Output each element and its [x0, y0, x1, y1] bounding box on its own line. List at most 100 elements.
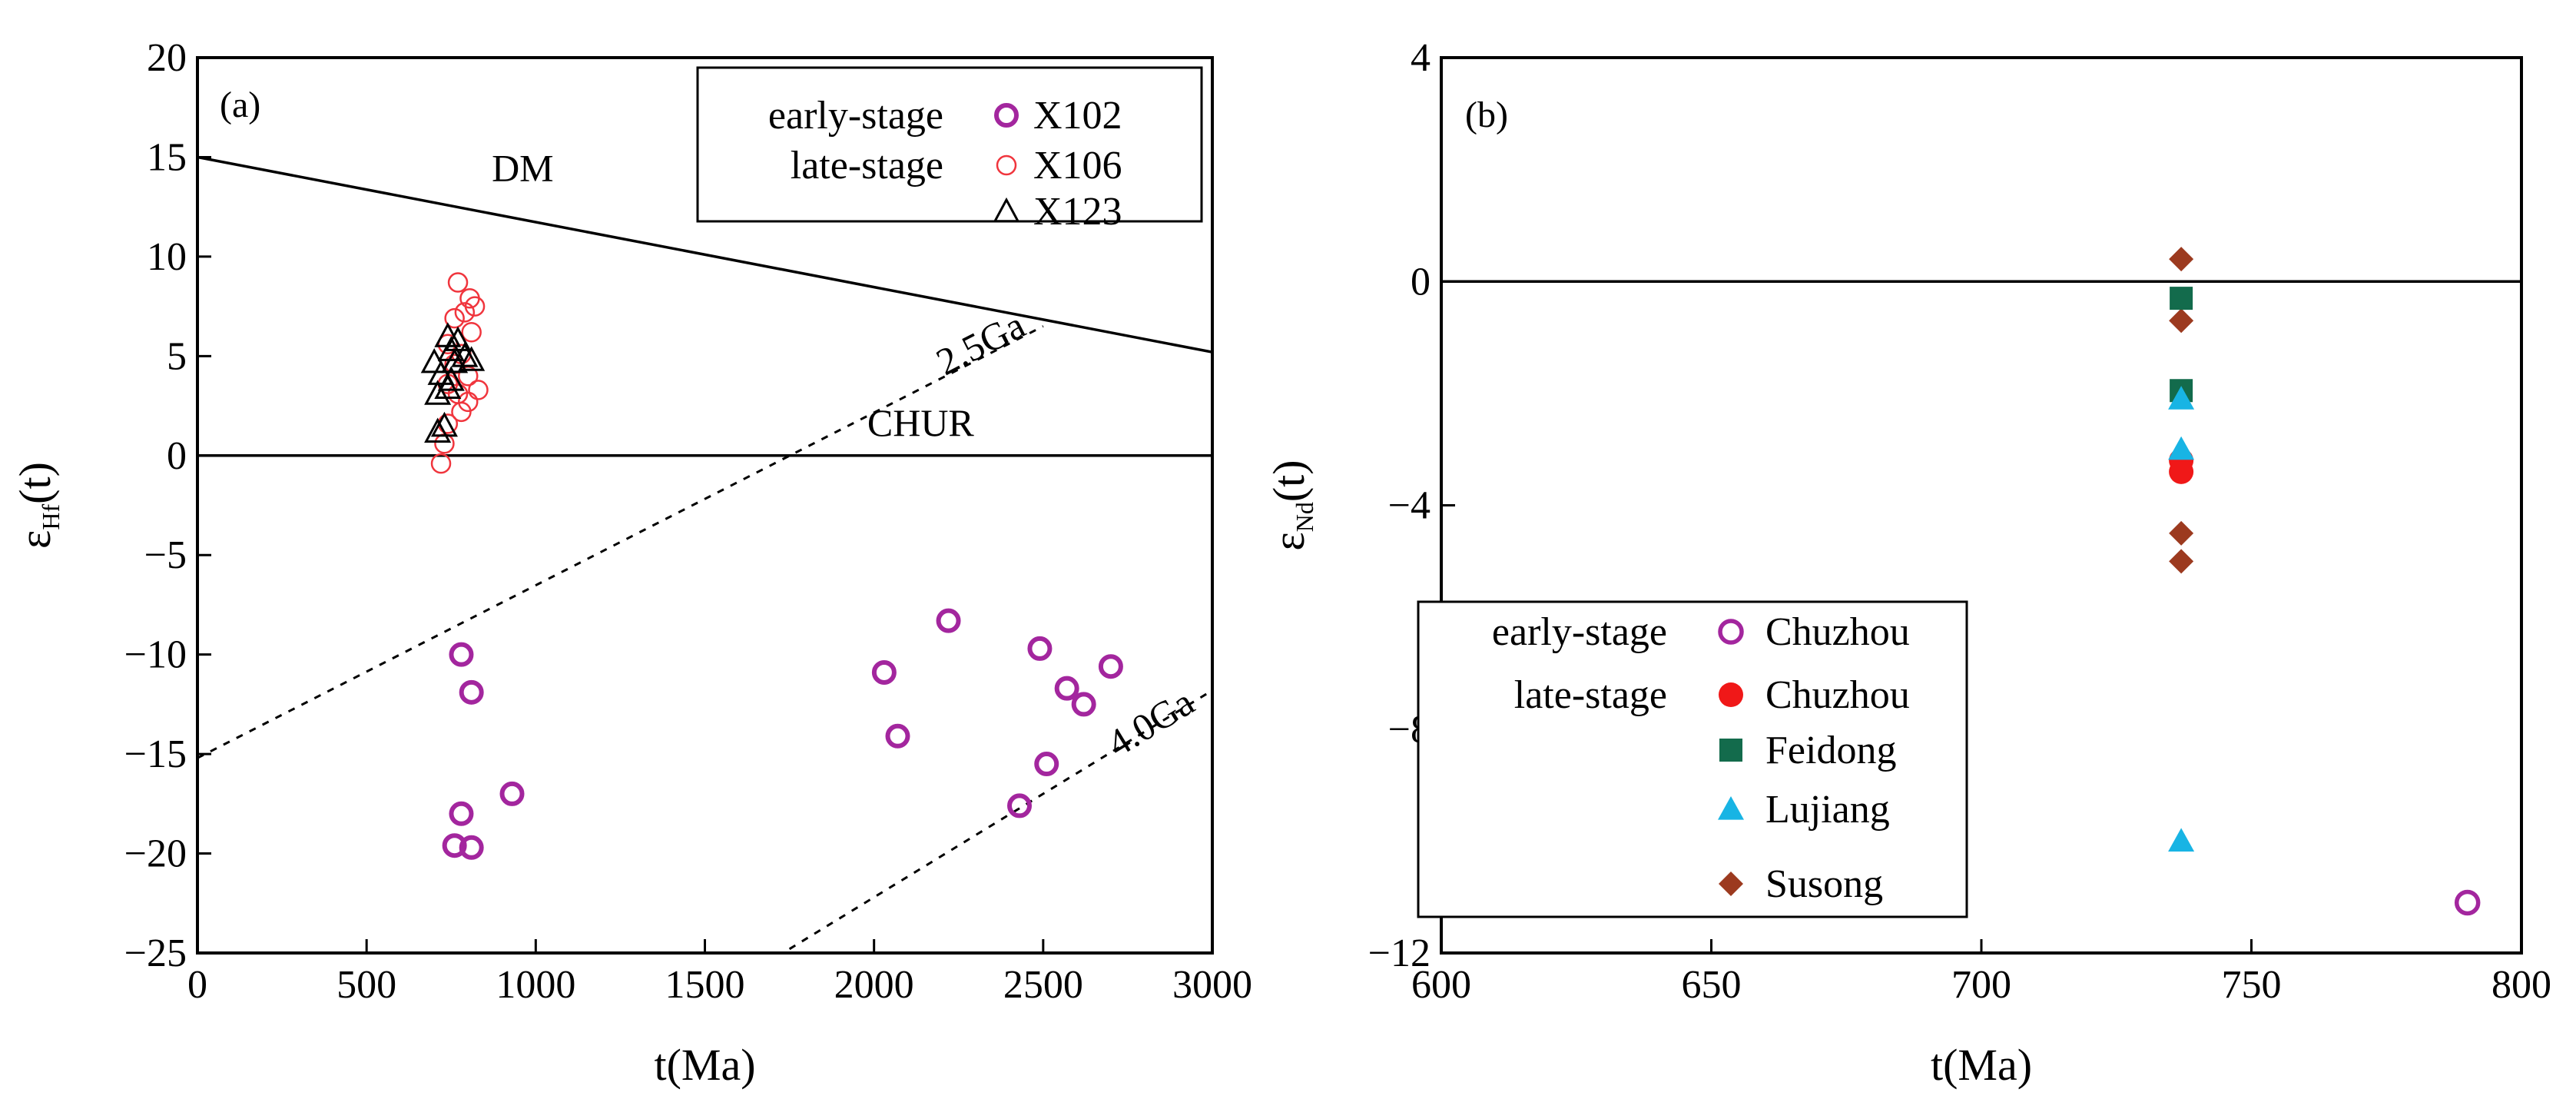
series-x106	[430, 272, 489, 474]
data-point	[434, 433, 455, 454]
y-tick-label: 0	[1411, 260, 1431, 304]
data-point	[427, 360, 455, 385]
plot-frame	[196, 56, 1214, 955]
legend-label: X102	[1033, 94, 1122, 138]
data-point	[449, 642, 474, 667]
y-tick-label: 4	[1411, 36, 1431, 80]
data-point	[2169, 308, 2194, 334]
x-tick-label: 700	[1951, 963, 2011, 1007]
legend-marker	[1718, 619, 1744, 645]
data-point	[451, 342, 479, 367]
data-point	[2170, 287, 2193, 310]
y-tick-label: 15	[147, 135, 187, 179]
data-point	[458, 391, 479, 413]
legend-box	[1417, 600, 1968, 918]
y-tick-label: −15	[124, 732, 187, 776]
y-tick-label: 20	[147, 36, 187, 80]
data-point	[2169, 549, 2194, 574]
legend-early-stage: early-stage	[768, 94, 943, 138]
legend-label: Lujiang	[1765, 788, 1890, 832]
legend-marker	[994, 103, 1019, 128]
data-point	[1027, 636, 1053, 661]
series-susong	[2169, 247, 2194, 574]
data-point	[451, 401, 472, 423]
x-tick-label: 1000	[496, 963, 575, 1007]
x-tick-label: 650	[1682, 963, 1742, 1007]
data-point	[430, 411, 458, 437]
data-point	[1034, 752, 1059, 777]
data-point	[458, 346, 486, 371]
x-tick-label: 3000	[1172, 963, 1252, 1007]
ref-line-2.5Ga	[197, 325, 1044, 759]
data-point	[1007, 793, 1033, 818]
data-point	[454, 302, 476, 323]
ref-line-DM	[197, 155, 1212, 354]
panel-b: 600 650 700 750 80040−4−8−12(b)early-stagela…	[1264, 36, 2551, 1090]
data-point	[441, 347, 469, 374]
plot-frame	[1440, 56, 2523, 955]
series-chuzhou-early-stage-	[2454, 889, 2481, 916]
legend-label: Chuzhou	[1765, 673, 1910, 717]
x-tick-label: 800	[2491, 963, 2551, 1007]
y-tick-label: 10	[147, 235, 187, 279]
data-point	[2169, 247, 2194, 272]
data-point	[936, 608, 961, 633]
data-point	[449, 801, 474, 826]
legend-marker	[1719, 682, 1743, 707]
x-tick-label: 0	[187, 963, 207, 1007]
x-tick-label: 2000	[834, 963, 914, 1007]
data-point	[2454, 889, 2481, 916]
legend-early-stage: early-stage	[1492, 610, 1667, 654]
data-point	[1071, 692, 1096, 717]
data-point	[1054, 676, 1079, 701]
data-point	[2168, 436, 2195, 460]
data-point	[424, 380, 452, 405]
x-tick-label: 750	[2222, 963, 2282, 1007]
series-lujiang	[2168, 386, 2195, 852]
x-tick-label: 2500	[1003, 963, 1083, 1007]
legend-label: X123	[1033, 190, 1122, 234]
data-point	[459, 835, 484, 860]
data-point	[2168, 386, 2195, 410]
legend-marker	[1718, 796, 1744, 820]
data-point	[437, 336, 465, 361]
y-tick-label: −5	[144, 533, 187, 577]
x-tick-label: 600	[1411, 963, 1471, 1007]
data-point	[434, 374, 462, 400]
y-tick-label: −4	[1388, 484, 1431, 528]
legend-box	[696, 66, 1203, 223]
ref-line-4.0Ga	[788, 689, 1212, 951]
y-tick-label: −10	[124, 633, 187, 677]
y-tick-label: 5	[167, 334, 187, 378]
ref-label-CHUR: CHUR	[867, 401, 975, 444]
data-point	[420, 347, 448, 374]
series-x123	[420, 322, 486, 443]
data-point	[499, 781, 525, 806]
data-point	[1098, 654, 1123, 679]
x-tick-label: 1500	[665, 963, 745, 1007]
legend-late-stage: late-stage	[791, 144, 943, 188]
y-tick-label: −25	[124, 931, 187, 975]
y-tick-label: −12	[1368, 931, 1431, 975]
legend-label: X106	[1033, 144, 1122, 188]
panel-label: (a)	[220, 85, 260, 125]
legend-marker	[993, 197, 1020, 223]
legend-marker	[1719, 739, 1742, 762]
y-axis-title: εNd(t)	[1264, 460, 1318, 550]
legend-label: Chuzhou	[1765, 610, 1910, 654]
x-axis-title: t(Ma)	[1931, 1040, 2032, 1090]
y-tick-label: 0	[167, 434, 187, 478]
series-x102	[442, 608, 1123, 860]
panel-a: 0 500 1000 1500 2000 2500 3000 20 15 10 5 0 −5 −10 −15…	[10, 36, 1252, 1090]
data-point	[871, 659, 897, 685]
data-point	[464, 296, 486, 317]
legend: early-stage late-stage Chuzhou Chuzhou Feido…	[1417, 600, 1968, 918]
data-point	[424, 417, 452, 443]
x-axis-title: t(Ma)	[654, 1040, 755, 1090]
data-point	[447, 272, 469, 293]
legend-marker	[1719, 872, 1743, 896]
data-point	[430, 453, 452, 474]
y-axis-title: εHf(t)	[10, 462, 65, 549]
